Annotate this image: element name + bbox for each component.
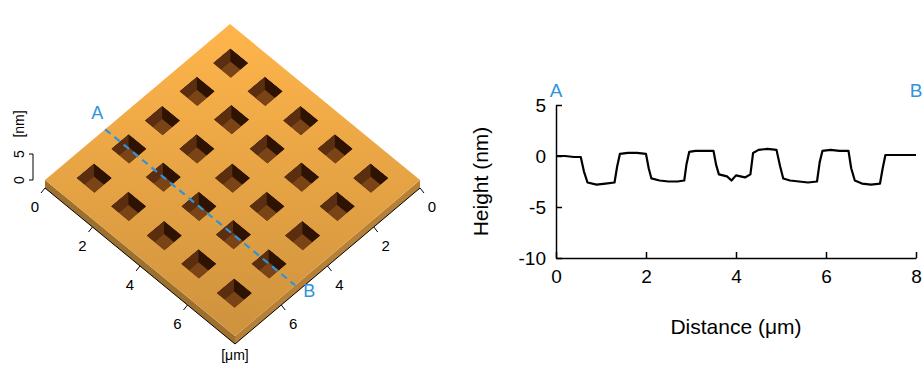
hole	[179, 134, 214, 176]
y-axis-title: Height (nm)	[469, 127, 492, 237]
slab-face-right	[235, 180, 420, 344]
x-tick-label: 2	[78, 237, 86, 254]
holes	[77, 48, 389, 320]
z-axis-line	[33, 154, 34, 180]
x-tick	[184, 305, 188, 310]
section-line	[105, 129, 295, 285]
x-axis-line	[45, 188, 235, 344]
y-tick: -5	[529, 197, 562, 218]
x-axis: 0 2 4 6 8	[551, 252, 922, 287]
x-tick	[89, 227, 93, 232]
y-tick-label: 5	[535, 95, 546, 116]
y-axis: 0 2 4 6	[235, 188, 436, 344]
surface-panel: 0 2 4 6 0 2 4 6 [μm] 0 5 [nm] A B	[11, 24, 436, 363]
annotation: A	[91, 103, 103, 123]
x-tick-label: 0	[551, 266, 562, 287]
y-tick-label: -10	[519, 248, 546, 269]
y-tick	[328, 266, 332, 271]
x-tick-label: 6	[821, 266, 832, 287]
x-tick-label: 2	[641, 266, 652, 287]
hole	[111, 192, 146, 234]
hole	[247, 77, 282, 119]
x-tick-mark	[646, 252, 648, 258]
hole	[146, 162, 181, 204]
z-tick	[29, 180, 33, 181]
annotation: A	[550, 80, 563, 101]
z-axis-title: [nm]	[11, 110, 27, 137]
hole	[145, 106, 180, 148]
hole	[214, 105, 249, 147]
y-tick-mark	[556, 207, 562, 209]
y-axis-line	[556, 106, 558, 259]
hole	[217, 278, 252, 320]
x-tick: 2	[641, 252, 652, 287]
hole	[251, 249, 286, 291]
hole	[285, 221, 320, 263]
y-tick	[374, 227, 378, 232]
x-tick-label: 6	[173, 315, 181, 332]
x-tick	[41, 188, 45, 193]
z-tick-label: 0	[11, 176, 27, 184]
y-tick-label: 4	[335, 276, 343, 293]
hole	[77, 163, 112, 205]
hole	[216, 220, 251, 262]
x-tick-label: 8	[911, 266, 922, 287]
hole	[180, 77, 215, 119]
hole	[181, 249, 216, 291]
y-tick-mark	[556, 105, 562, 107]
hole	[320, 192, 355, 234]
profile-panel: 0 2 4 6 8 -10 -5 0 5 Distance (μm) Height (nm) A B	[469, 80, 922, 338]
plot-marks	[556, 149, 916, 185]
z-tick-label: 5	[11, 150, 27, 158]
x-tick-mark	[736, 252, 738, 258]
hole	[250, 134, 285, 176]
surface	[45, 24, 420, 336]
profile-line	[556, 149, 916, 185]
y-tick-label: 2	[382, 237, 390, 254]
annotation: B	[303, 281, 315, 301]
y-tick: -10	[519, 248, 562, 269]
x-tick-label: 4	[126, 276, 134, 293]
x-tick-mark	[916, 252, 918, 258]
y-tick	[281, 305, 285, 310]
hole	[318, 134, 353, 176]
z-tick	[29, 154, 33, 155]
hole	[111, 134, 146, 176]
x-axis-title: [μm]	[221, 347, 249, 363]
y-axis: -10 -5 0 5	[519, 95, 562, 269]
hole	[213, 48, 248, 90]
x-axis: 0 2 4 6	[31, 188, 235, 344]
figure: 0 2 4 6 0 2 4 6 [μm] 0 5 [nm] A B 0 2 4 6 8 -10 -5 0 5 Distance…	[0, 0, 924, 366]
x-tick-label: 4	[731, 266, 742, 287]
y-tick-label: 0	[428, 198, 436, 215]
hole	[147, 221, 182, 263]
hole	[283, 106, 318, 148]
y-tick-label: 0	[535, 146, 546, 167]
x-tick: 4	[731, 252, 742, 287]
x-tick-mark	[826, 252, 828, 258]
hole	[284, 162, 319, 204]
hole	[181, 192, 216, 234]
y-axis-line	[235, 188, 420, 344]
x-tick-label: 0	[31, 198, 39, 215]
x-tick: 8	[911, 252, 922, 287]
y-tick	[420, 188, 424, 193]
y-tick-mark	[556, 258, 562, 260]
y-tick-label: -5	[529, 197, 546, 218]
slab-face-left	[45, 180, 235, 344]
x-axis-title: Distance (μm)	[670, 315, 801, 338]
z-axis: 0 5 [nm]	[11, 110, 33, 184]
y-tick-label: 6	[289, 315, 297, 332]
hole	[353, 163, 388, 205]
annotation: B	[910, 80, 923, 101]
hole	[215, 163, 250, 205]
x-tick	[136, 266, 140, 271]
x-tick: 6	[821, 252, 832, 287]
hole	[249, 192, 284, 234]
